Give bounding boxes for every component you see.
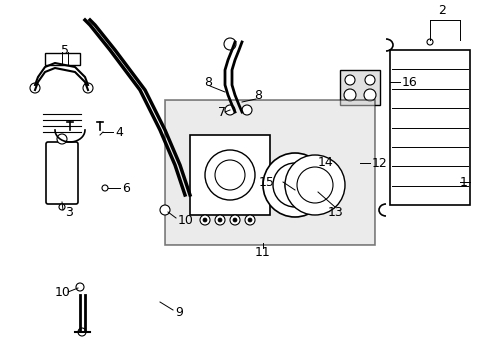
Circle shape [232, 218, 237, 222]
Circle shape [57, 134, 67, 144]
Bar [164, 100, 374, 245]
Circle shape [215, 160, 244, 190]
Text: 8: 8 [203, 76, 212, 89]
Circle shape [203, 218, 206, 222]
Circle shape [78, 328, 86, 336]
Circle shape [247, 218, 251, 222]
Bar [45, 53, 80, 65]
Circle shape [229, 215, 240, 225]
Circle shape [364, 75, 374, 85]
Text: 7: 7 [218, 105, 225, 118]
Text: 9: 9 [175, 306, 183, 319]
Circle shape [296, 167, 332, 203]
Circle shape [345, 75, 354, 85]
Text: 4: 4 [115, 126, 122, 139]
Text: 1: 1 [459, 176, 467, 189]
Text: 5: 5 [61, 44, 69, 57]
Text: 10: 10 [55, 285, 71, 298]
Circle shape [30, 83, 40, 93]
Circle shape [426, 39, 432, 45]
Circle shape [242, 105, 251, 115]
Circle shape [285, 175, 305, 195]
Circle shape [83, 83, 93, 93]
Text: 3: 3 [65, 206, 73, 219]
Circle shape [272, 163, 316, 207]
Text: 10: 10 [178, 213, 193, 226]
Text: 8: 8 [253, 89, 262, 102]
Circle shape [76, 283, 84, 291]
FancyBboxPatch shape [46, 142, 78, 204]
Circle shape [244, 215, 254, 225]
Text: 2: 2 [437, 4, 445, 17]
Polygon shape [339, 70, 379, 105]
Circle shape [102, 185, 108, 191]
Text: 14: 14 [317, 156, 333, 168]
Text: 13: 13 [327, 206, 343, 219]
Circle shape [59, 204, 65, 210]
Text: 6: 6 [122, 181, 130, 194]
Text: 16: 16 [401, 76, 417, 89]
Bar [389, 50, 469, 205]
Circle shape [363, 89, 375, 101]
Text: 11: 11 [255, 246, 270, 258]
Text: 12: 12 [371, 157, 387, 170]
Circle shape [204, 150, 254, 200]
Circle shape [343, 89, 355, 101]
Text: 15: 15 [259, 176, 274, 189]
Circle shape [263, 153, 326, 217]
Circle shape [285, 155, 345, 215]
Bar [190, 135, 269, 215]
Circle shape [200, 215, 209, 225]
Circle shape [224, 105, 235, 115]
Circle shape [160, 205, 170, 215]
Circle shape [215, 215, 224, 225]
Circle shape [218, 218, 222, 222]
Circle shape [224, 38, 236, 50]
